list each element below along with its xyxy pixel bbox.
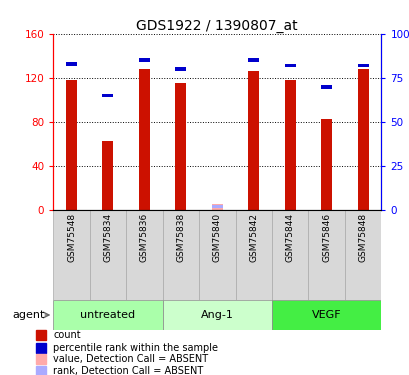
Text: value, Detection Call = ABSENT: value, Detection Call = ABSENT (53, 354, 208, 364)
Bar (199, 210, 235, 300)
Bar (162, 210, 199, 300)
Bar (284, 63, 295, 68)
Text: GSM75548: GSM75548 (67, 213, 76, 262)
Text: VEGF: VEGF (311, 310, 341, 320)
Text: count: count (53, 330, 81, 340)
Bar (271, 210, 308, 300)
Bar (320, 85, 331, 88)
Bar (139, 69, 150, 210)
Bar (248, 71, 258, 210)
Text: percentile rank within the sample: percentile rank within the sample (53, 342, 218, 352)
Bar (102, 141, 113, 210)
Text: GSM75836: GSM75836 (139, 213, 148, 262)
Bar (211, 205, 222, 208)
Text: Ang-1: Ang-1 (200, 310, 233, 320)
Bar (66, 80, 77, 210)
Bar (162, 300, 271, 330)
Text: GSM75834: GSM75834 (103, 213, 112, 262)
Bar (90, 210, 126, 300)
Text: GSM75848: GSM75848 (358, 213, 367, 262)
Bar (308, 210, 344, 300)
Bar (53, 300, 162, 330)
Text: GSM75840: GSM75840 (212, 213, 221, 262)
Bar (126, 210, 162, 300)
Text: GSM75838: GSM75838 (176, 213, 185, 262)
Text: untreated: untreated (80, 310, 135, 320)
Bar (53, 210, 90, 300)
Bar (175, 67, 186, 71)
Bar (284, 80, 295, 210)
Bar (357, 69, 368, 210)
Text: GSM75844: GSM75844 (285, 213, 294, 262)
Bar (36, 343, 45, 352)
Bar (235, 210, 271, 300)
Text: agent: agent (13, 310, 45, 320)
Text: GSM75842: GSM75842 (249, 213, 258, 262)
Bar (175, 83, 186, 210)
Bar (36, 330, 45, 340)
Bar (248, 58, 258, 62)
Bar (102, 93, 113, 98)
Bar (271, 300, 380, 330)
Bar (66, 62, 77, 66)
Bar (211, 204, 222, 210)
Text: rank, Detection Call = ABSENT: rank, Detection Call = ABSENT (53, 366, 203, 375)
Bar (36, 366, 45, 375)
Bar (36, 354, 45, 364)
Bar (320, 118, 331, 210)
Bar (344, 210, 380, 300)
Title: GDS1922 / 1390807_at: GDS1922 / 1390807_at (136, 19, 297, 33)
Bar (357, 63, 368, 68)
Text: GSM75846: GSM75846 (321, 213, 330, 262)
Bar (139, 58, 150, 62)
